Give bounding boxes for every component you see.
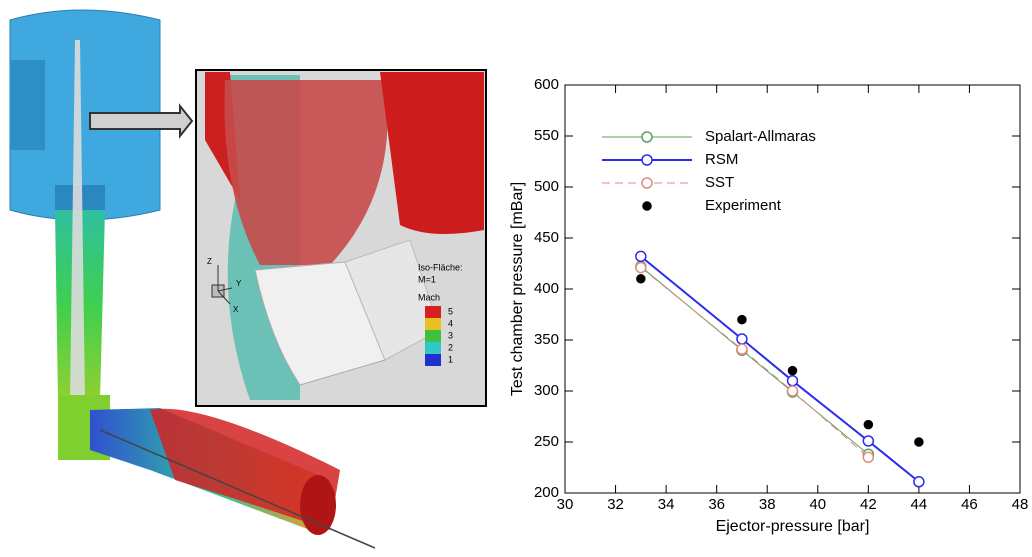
legend-label: Spalart-Allmaras [705, 128, 816, 145]
x-axis-label: Ejector-pressure [bar] [716, 518, 870, 535]
data-point [789, 367, 797, 375]
legend-label: RSM [705, 151, 738, 168]
legend-label: SST [705, 174, 734, 191]
data-point [863, 452, 873, 462]
x-tick-label: 32 [607, 496, 624, 513]
y-tick-label: 550 [534, 127, 559, 144]
scale-label: 5 [448, 306, 453, 316]
data-point [863, 436, 873, 446]
inset [196, 70, 486, 406]
x-tick-label: 40 [809, 496, 826, 513]
legend-marker [642, 178, 652, 188]
axis-glyph: Y [236, 279, 242, 288]
iso-value: M=1 [418, 274, 436, 284]
x-tick-label: 48 [1012, 496, 1029, 513]
data-point [864, 421, 872, 429]
data-point [636, 263, 646, 273]
data-point [915, 438, 923, 446]
iso-title: Iso-Fläche: [418, 262, 463, 272]
data-point [788, 386, 798, 396]
data-point [737, 344, 747, 354]
y-tick-label: 200 [534, 484, 559, 501]
x-tick-label: 42 [860, 496, 877, 513]
axis-glyph: Z [207, 257, 212, 266]
data-point [737, 334, 747, 344]
x-tick-label: 38 [759, 496, 776, 513]
data-point [636, 251, 646, 261]
x-tick-label: 46 [961, 496, 978, 513]
data-point [788, 376, 798, 386]
scale-label: 4 [448, 318, 453, 328]
legend-marker [643, 202, 651, 210]
legend-marker [642, 155, 652, 165]
data-point [738, 316, 746, 324]
y-tick-label: 300 [534, 382, 559, 399]
y-tick-label: 450 [534, 229, 559, 246]
page: Iso-Fläche:M=1Mach54321ZYX30323436384042… [0, 0, 1032, 552]
y-tick-label: 250 [534, 433, 559, 450]
legend-label: Experiment [705, 197, 782, 214]
legend-marker [642, 132, 652, 142]
axis-glyph: X [233, 305, 239, 314]
x-tick-label: 44 [911, 496, 928, 513]
scale-label: 2 [448, 342, 453, 352]
y-tick-label: 350 [534, 331, 559, 348]
x-tick-label: 36 [708, 496, 725, 513]
data-point [637, 275, 645, 283]
scale-label: 3 [448, 330, 453, 340]
series-line [641, 256, 919, 481]
x-tick-label: 34 [658, 496, 675, 513]
y-tick-label: 400 [534, 280, 559, 297]
scale-title: Mach [418, 292, 440, 302]
scale-label: 1 [448, 354, 453, 364]
y-tick-label: 500 [534, 178, 559, 195]
y-axis-label: Test chamber pressure [mBar] [509, 182, 526, 396]
series-line [641, 268, 869, 458]
data-point [914, 477, 924, 487]
y-tick-label: 600 [534, 76, 559, 93]
x-tick-label: 30 [557, 496, 574, 513]
plot-frame [565, 85, 1020, 493]
